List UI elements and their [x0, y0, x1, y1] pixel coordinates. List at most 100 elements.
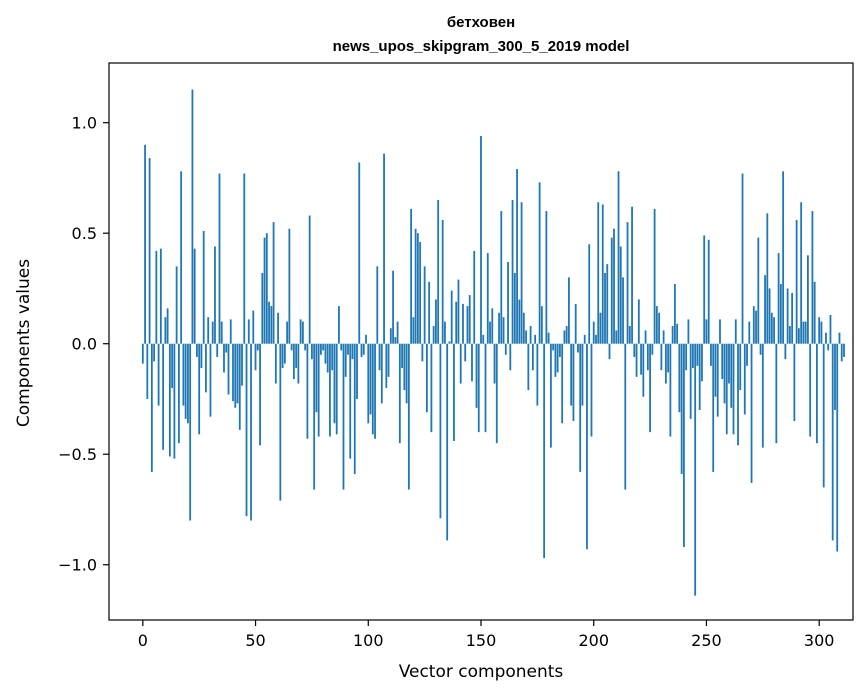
- bar: [644, 330, 647, 344]
- bar: [471, 343, 473, 382]
- bar: [687, 319, 690, 344]
- bar: [608, 343, 611, 360]
- bar: [712, 343, 715, 472]
- bar: [637, 299, 640, 344]
- bar: [475, 343, 478, 408]
- y-tick-label: 0.0: [72, 335, 97, 354]
- bar: [320, 343, 322, 355]
- bar: [173, 343, 176, 459]
- bar: [766, 213, 769, 344]
- bar: [667, 343, 670, 373]
- bar: [356, 343, 358, 399]
- bar: [380, 343, 383, 404]
- bar: [624, 343, 627, 490]
- bar: [572, 343, 575, 422]
- bar: [698, 343, 701, 411]
- bar: [577, 343, 579, 353]
- bar: [439, 343, 442, 519]
- bar: [723, 343, 726, 404]
- bar: [536, 343, 539, 406]
- bar: [804, 321, 807, 344]
- bar: [683, 343, 685, 548]
- x-tick-label: 0: [138, 631, 148, 650]
- bar: [676, 323, 679, 344]
- bar: [457, 279, 460, 344]
- bar: [448, 341, 451, 344]
- bar: [827, 343, 830, 351]
- bar: [270, 306, 273, 344]
- bar: [834, 343, 836, 411]
- bar: [272, 222, 275, 344]
- bar: [428, 281, 431, 344]
- bar: [613, 228, 615, 344]
- bar: [277, 312, 279, 344]
- bar: [344, 343, 347, 377]
- bar: [306, 343, 309, 439]
- bar: [311, 343, 313, 360]
- bar: [209, 343, 212, 417]
- bar: [692, 343, 694, 369]
- bar: [527, 343, 530, 391]
- bar: [441, 219, 444, 344]
- bar: [800, 202, 803, 344]
- bar: [358, 162, 361, 344]
- bar: [662, 330, 665, 344]
- bar: [421, 343, 424, 362]
- bar: [261, 272, 264, 344]
- bar: [655, 306, 658, 344]
- bar: [299, 319, 302, 344]
- bar: [335, 343, 338, 435]
- bar: [322, 343, 325, 351]
- bar: [696, 343, 699, 366]
- bar: [838, 332, 841, 344]
- bar: [493, 343, 496, 384]
- bar: [507, 261, 509, 344]
- bar: [797, 328, 800, 344]
- bar: [459, 343, 462, 384]
- bar: [538, 182, 541, 344]
- bar: [770, 312, 773, 344]
- y-axis-label: Components values: [14, 259, 34, 427]
- bar: [552, 343, 555, 351]
- bar: [669, 343, 672, 437]
- bar: [685, 343, 688, 371]
- bar: [525, 330, 527, 344]
- bar: [385, 343, 388, 388]
- bar: [419, 242, 422, 344]
- bar: [689, 343, 692, 419]
- bar: [522, 312, 525, 344]
- bar: [232, 343, 234, 402]
- bar: [518, 299, 521, 344]
- bar: [773, 317, 775, 344]
- bar: [423, 266, 426, 344]
- bar: [283, 343, 286, 364]
- bar: [234, 343, 237, 408]
- y-tick-label: −0.5: [58, 445, 97, 464]
- bar: [265, 233, 268, 344]
- bar: [491, 308, 494, 344]
- y-axis-ticks: −1.0 −0.5 0.0 0.5 1.0: [58, 114, 109, 575]
- bar: [410, 208, 413, 344]
- bar: [586, 343, 588, 550]
- bar: [768, 288, 771, 344]
- bar: [365, 334, 367, 344]
- bar: [484, 343, 487, 433]
- bar: [653, 208, 656, 344]
- bar: [187, 343, 189, 424]
- chart-subtitle: news_upos_skipgram_300_5_2019 model: [333, 38, 630, 55]
- bar: [220, 321, 223, 344]
- bar: [721, 343, 724, 380]
- bar: [444, 321, 446, 344]
- bar: [825, 332, 827, 344]
- bar: [710, 343, 712, 366]
- bar: [545, 211, 548, 344]
- bar: [236, 343, 239, 404]
- bar: [777, 253, 780, 344]
- bar: [626, 222, 629, 344]
- bar: [155, 250, 158, 344]
- bar: [509, 343, 512, 371]
- bar: [159, 248, 162, 344]
- bar: [331, 343, 334, 371]
- bar: [543, 343, 546, 559]
- bar: [256, 343, 259, 351]
